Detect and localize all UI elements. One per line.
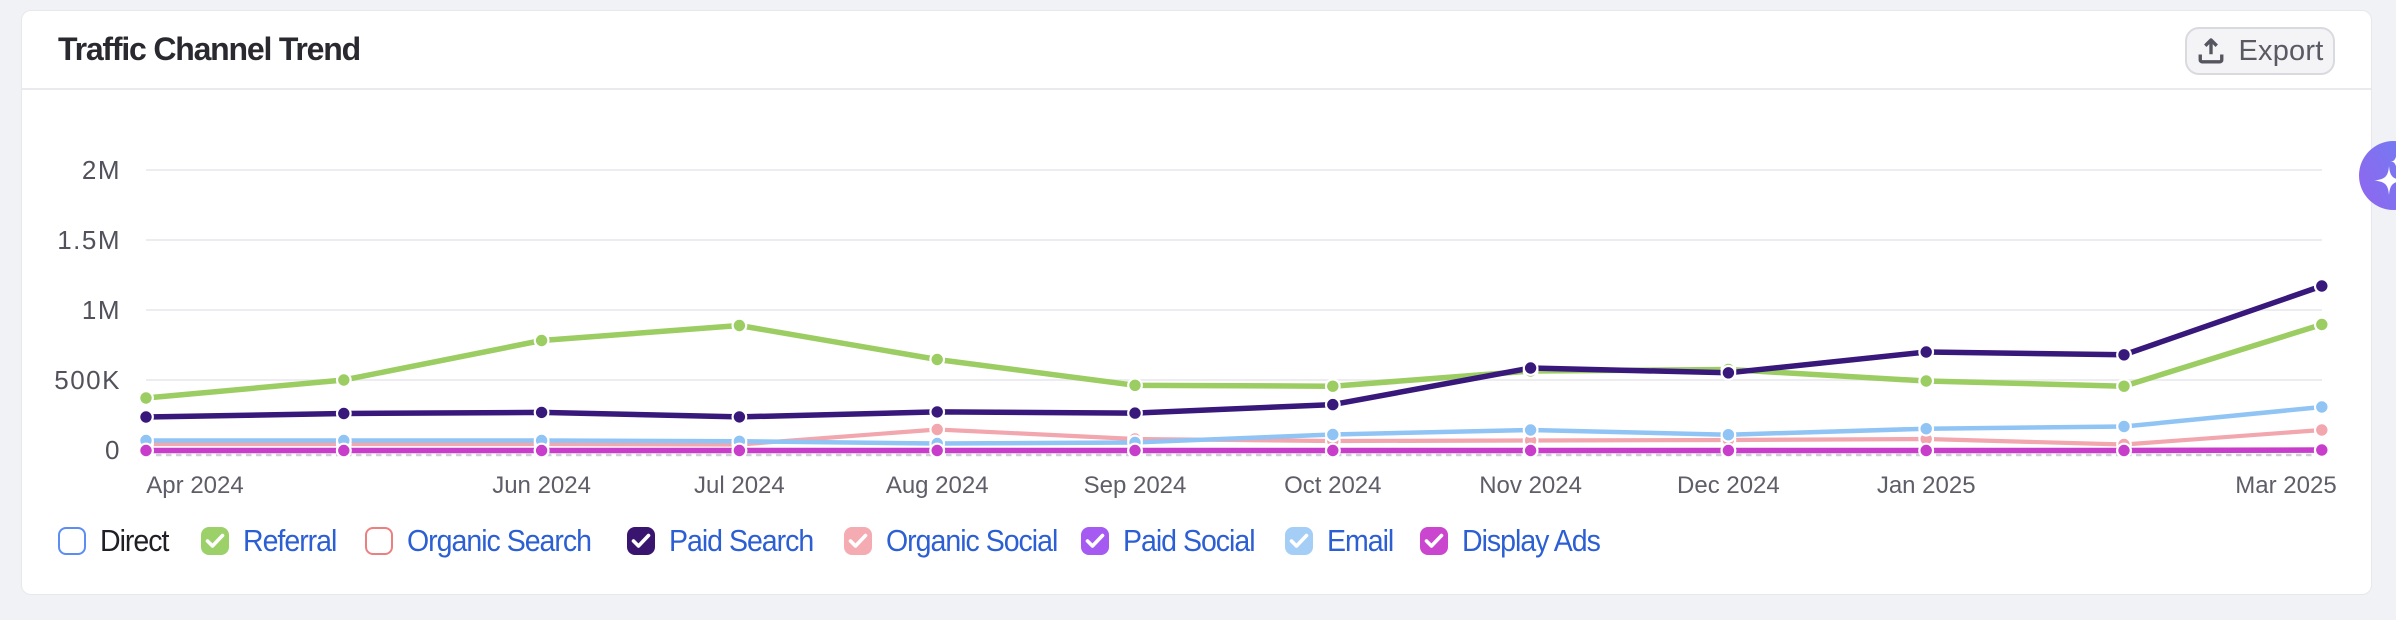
svg-text:Sep 2024: Sep 2024	[1084, 472, 1187, 499]
svg-text:Jan 2025: Jan 2025	[1877, 472, 1976, 499]
svg-text:1M: 1M	[82, 295, 121, 325]
svg-text:500K: 500K	[54, 365, 121, 395]
svg-text:Oct 2024: Oct 2024	[1284, 472, 1381, 499]
svg-text:Nov 2024: Nov 2024	[1479, 472, 1582, 499]
svg-text:Mar 2025: Mar 2025	[2235, 472, 2336, 499]
svg-text:0: 0	[105, 435, 121, 465]
svg-text:Dec 2024: Dec 2024	[1677, 472, 1780, 499]
svg-text:Apr 2024: Apr 2024	[146, 472, 243, 499]
svg-text:1.5M: 1.5M	[57, 225, 121, 255]
svg-text:2M: 2M	[82, 155, 121, 185]
svg-text:Jul 2024: Jul 2024	[694, 472, 785, 499]
svg-text:Jun 2024: Jun 2024	[492, 472, 591, 499]
svg-text:Aug 2024: Aug 2024	[886, 472, 989, 499]
